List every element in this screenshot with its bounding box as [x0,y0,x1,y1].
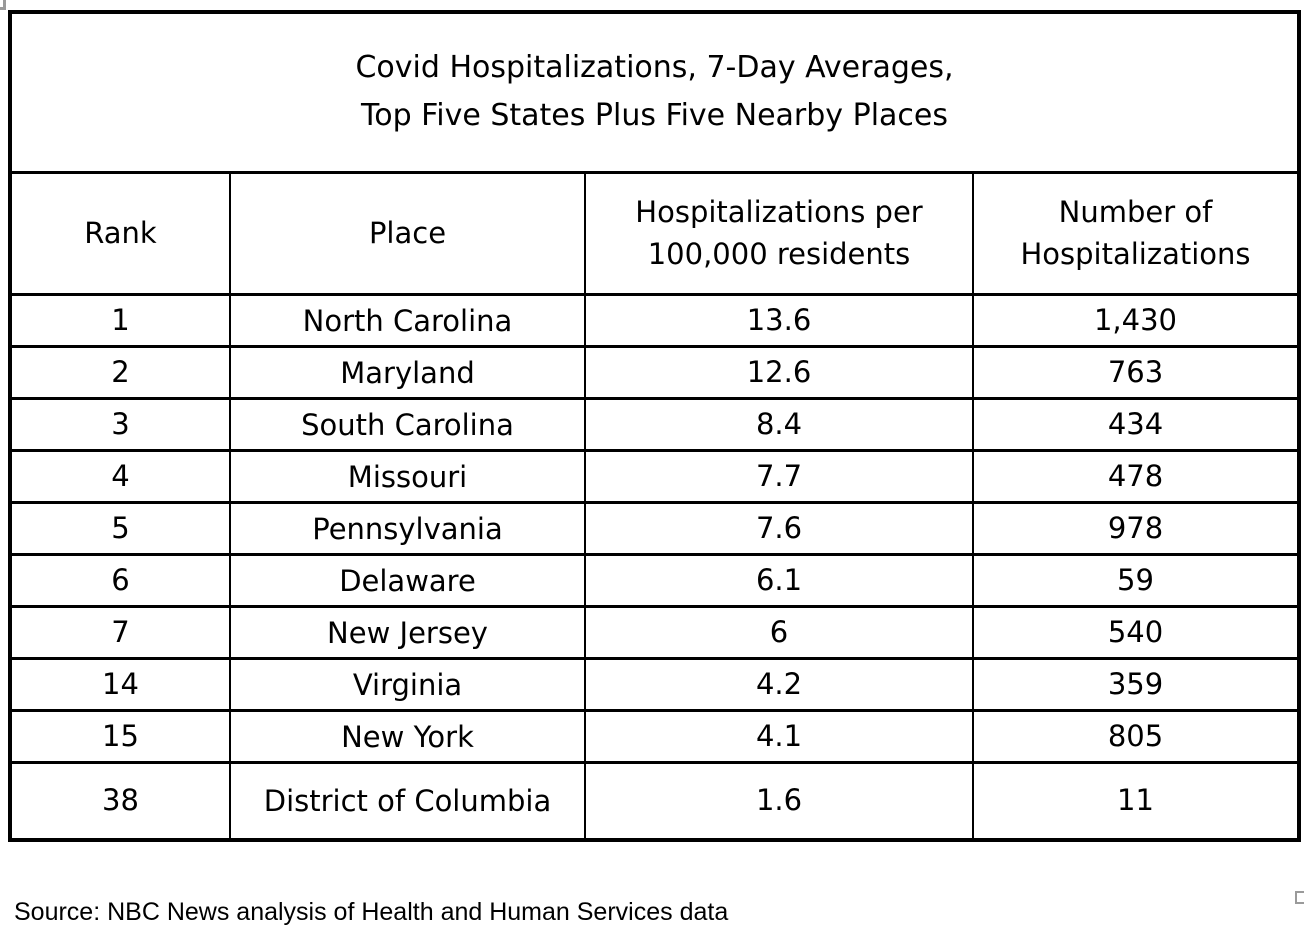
column-header-per-100k-label: Hospitalizations per 100,000 residents [635,194,923,271]
cell-place: Missouri [229,448,586,504]
table-row: 4 Missouri 7.7 478 [9,448,1300,504]
cell-place: South Carolina [229,396,586,452]
cell-per-100k: 4.1 [584,708,974,764]
column-header-number-label: Number of Hospitalizations [1020,194,1251,271]
cell-place: New York [229,708,586,764]
column-header-rank: Rank [9,170,231,296]
cell-rank: 5 [9,500,231,556]
covid-hospitalizations-table: Covid Hospitalizations, 7-Day Averages, … [8,10,1301,842]
cell-rank: 6 [9,552,231,608]
cell-number: 978 [972,500,1300,556]
cell-rank: 14 [9,656,231,712]
table-header-row: Rank Place Hospitalizations per 100,000 … [9,170,1300,296]
cell-per-100k: 7.6 [584,500,974,556]
cell-rank: 3 [9,396,231,452]
cell-number: 434 [972,396,1300,452]
cell-per-100k: 4.2 [584,656,974,712]
cell-number: 11 [972,760,1300,842]
cell-per-100k: 1.6 [584,760,974,842]
cell-number: 1,430 [972,292,1300,348]
column-header-number: Number of Hospitalizations [972,170,1300,296]
cell-per-100k: 12.6 [584,344,974,400]
table-row: 3 South Carolina 8.4 434 [9,396,1300,452]
cell-per-100k: 8.4 [584,396,974,452]
column-header-per-100k: Hospitalizations per 100,000 residents [584,170,974,296]
cell-place: Pennsylvania [229,500,586,556]
cell-number: 763 [972,344,1300,400]
cell-place: New Jersey [229,604,586,660]
cell-place: Delaware [229,552,586,608]
cell-place: Virginia [229,656,586,712]
table-title-row: Covid Hospitalizations, 7-Day Averages, … [9,10,1300,174]
table-move-handle[interactable] [0,0,6,10]
cell-place: Maryland [229,344,586,400]
cell-per-100k: 13.6 [584,292,974,348]
table-row: 5 Pennsylvania 7.6 978 [9,500,1300,556]
cell-rank: 7 [9,604,231,660]
cell-place: North Carolina [229,292,586,348]
cell-per-100k: 6 [584,604,974,660]
table-resize-handle[interactable] [1295,891,1304,904]
table-title-line2: Top Five States Plus Five Nearby Places [361,98,948,134]
cell-number: 359 [972,656,1300,712]
table-row: 14 Virginia 4.2 359 [9,656,1300,712]
cell-place: District of Columbia [229,760,586,842]
cell-rank: 15 [9,708,231,764]
table-row: 7 New Jersey 6 540 [9,604,1300,660]
table-title-cell: Covid Hospitalizations, 7-Day Averages, … [9,10,1300,174]
table-title-line1: Covid Hospitalizations, 7-Day Averages, [355,50,954,86]
cell-rank: 4 [9,448,231,504]
table-row: 15 New York 4.1 805 [9,708,1300,764]
cell-per-100k: 7.7 [584,448,974,504]
cell-rank: 2 [9,344,231,400]
source-attribution: Source: NBC News analysis of Health and … [14,898,729,926]
cell-number: 59 [972,552,1300,608]
cell-per-100k: 6.1 [584,552,974,608]
table-row: 1 North Carolina 13.6 1,430 [9,292,1300,348]
table-row: 6 Delaware 6.1 59 [9,552,1300,608]
table-row: 2 Maryland 12.6 763 [9,344,1300,400]
table-row: 38 District of Columbia 1.6 11 [9,760,1300,842]
cell-rank: 38 [9,760,231,842]
column-header-place: Place [229,170,586,296]
cell-number: 478 [972,448,1300,504]
cell-number: 540 [972,604,1300,660]
cell-rank: 1 [9,292,231,348]
cell-number: 805 [972,708,1300,764]
